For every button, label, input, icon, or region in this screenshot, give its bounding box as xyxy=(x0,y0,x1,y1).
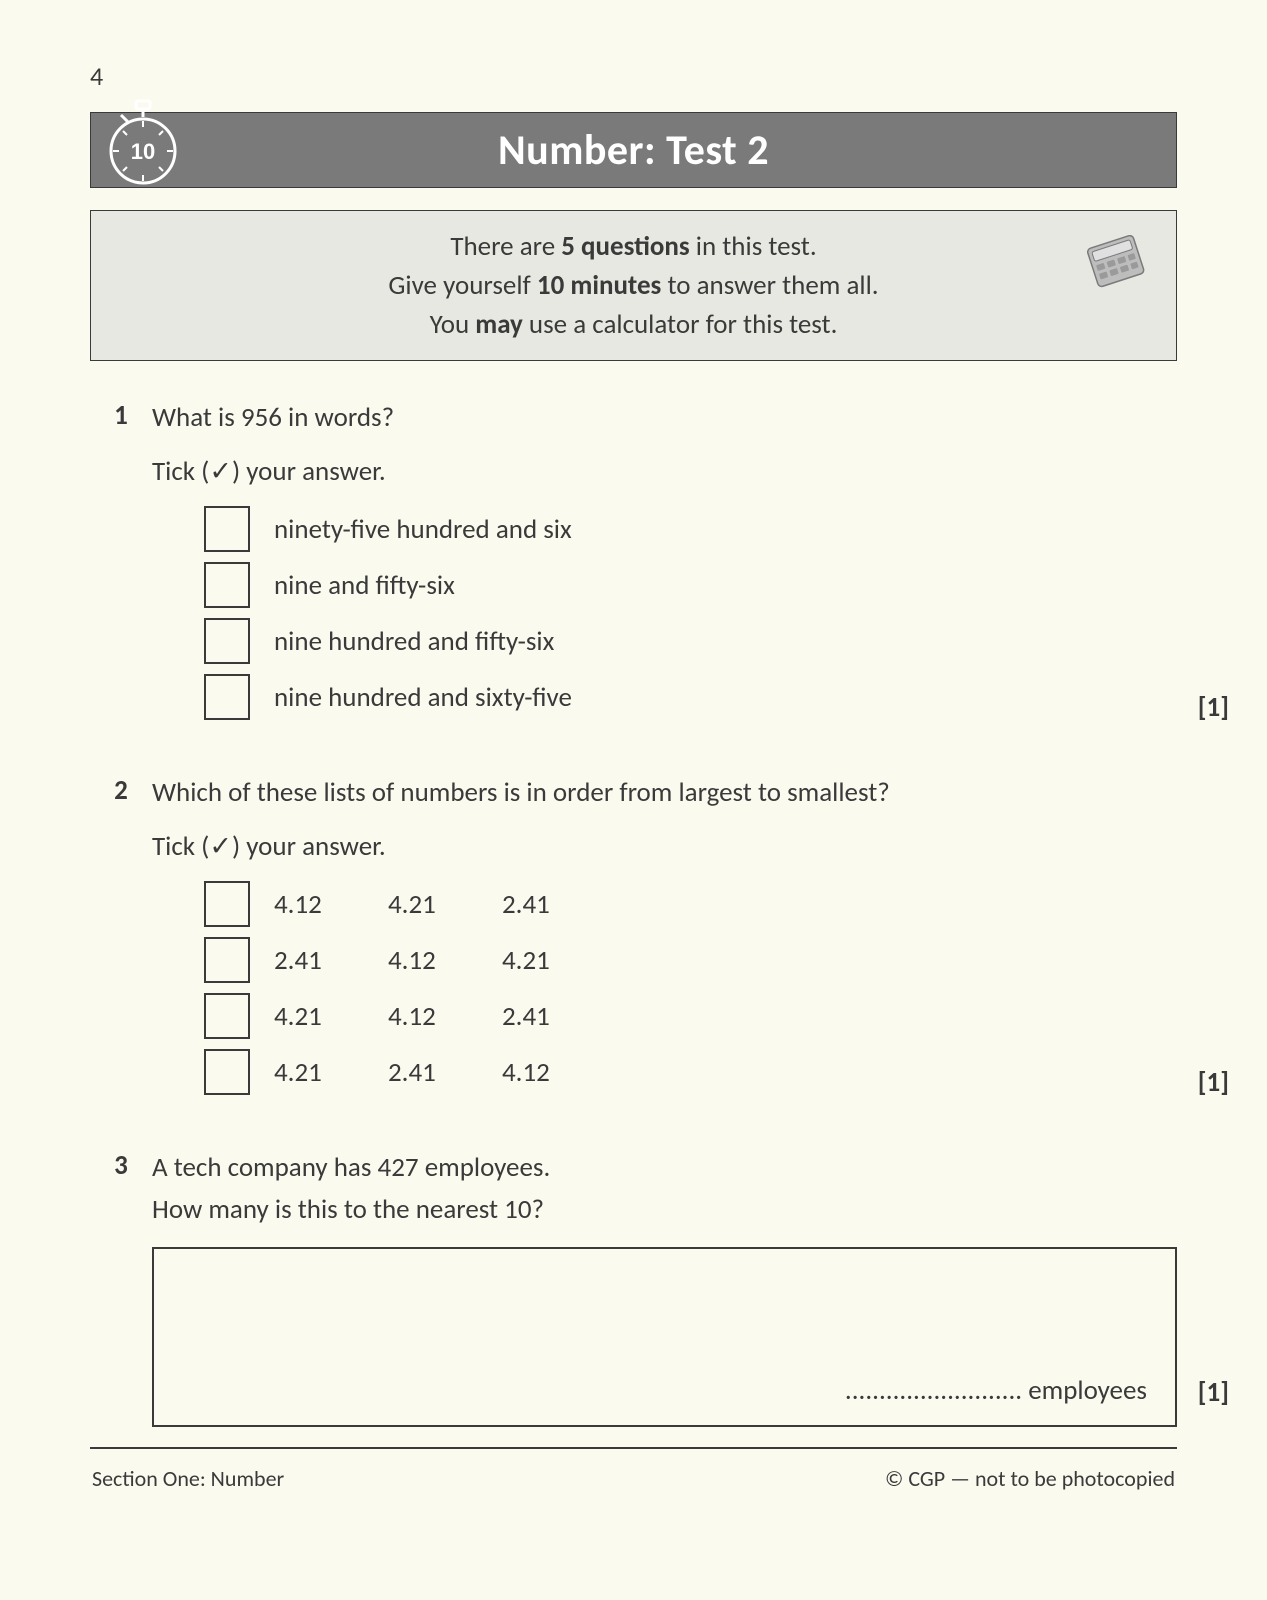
answer-blank: .......................... employees xyxy=(845,1374,1147,1407)
question-text: A tech company has 427 employees. xyxy=(152,1149,1177,1187)
calculator-icon xyxy=(1076,235,1156,290)
question-number: 1 xyxy=(90,399,152,730)
footer: Section One: Number © CGP — not to be ph… xyxy=(90,1465,1177,1492)
checkbox[interactable] xyxy=(204,881,250,927)
question-number: 2 xyxy=(90,774,152,1105)
section-label: Section One: Number xyxy=(92,1465,284,1492)
tick-instruction: Tick (✓) your answer. xyxy=(152,830,1177,863)
option-row: 4.21 4.12 2.41 xyxy=(204,993,1177,1039)
option-label: ninety-five hundred and six xyxy=(274,513,572,546)
option-row: nine hundred and sixty-five xyxy=(204,674,1177,720)
question-1: 1 What is 956 in words? Tick (✓) your an… xyxy=(90,399,1177,730)
answer-box[interactable]: .......................... employees xyxy=(152,1247,1177,1427)
checkbox[interactable] xyxy=(204,1049,250,1095)
checkbox[interactable] xyxy=(204,618,250,664)
checkbox[interactable] xyxy=(204,506,250,552)
option-label: nine hundred and sixty-five xyxy=(274,681,572,714)
option-label: nine hundred and fifty-six xyxy=(274,625,554,658)
question-number: 3 xyxy=(90,1149,152,1427)
intro-line-1: There are 5 questions in this test. xyxy=(111,227,1156,266)
question-text: How many is this to the nearest 10? xyxy=(152,1191,1177,1229)
title-bar: 10 Number: Test 2 xyxy=(90,112,1177,188)
footer-rule xyxy=(90,1447,1177,1449)
stopwatch-minutes: 10 xyxy=(131,139,155,164)
page-number: 4 xyxy=(90,60,1177,92)
option-label: nine and fifty-six xyxy=(274,569,455,602)
checkbox[interactable] xyxy=(204,674,250,720)
question-2: 2 Which of these lists of numbers is in … xyxy=(90,774,1177,1105)
checkbox[interactable] xyxy=(204,937,250,983)
stopwatch-icon: 10 xyxy=(109,99,177,189)
intro-line-3: You may use a calculator for this test. xyxy=(111,305,1156,344)
option-numbers: 4.12 4.21 2.41 xyxy=(274,888,564,921)
intro-box: There are 5 questions in this test. Give… xyxy=(90,210,1177,361)
option-row: ninety-five hundred and six xyxy=(204,506,1177,552)
option-row: nine hundred and fifty-six xyxy=(204,618,1177,664)
option-row: 4.12 4.21 2.41 xyxy=(204,881,1177,927)
option-row: nine and fifty-six xyxy=(204,562,1177,608)
option-numbers: 4.21 2.41 4.12 xyxy=(274,1056,564,1089)
marks-label: [1] xyxy=(1198,1376,1229,1409)
marks-label: [1] xyxy=(1198,691,1229,724)
option-row: 2.41 4.12 4.21 xyxy=(204,937,1177,983)
option-row: 4.21 2.41 4.12 xyxy=(204,1049,1177,1095)
checkbox[interactable] xyxy=(204,993,250,1039)
tick-instruction: Tick (✓) your answer. xyxy=(152,455,1177,488)
option-numbers: 2.41 4.12 4.21 xyxy=(274,944,564,977)
checkbox[interactable] xyxy=(204,562,250,608)
option-numbers: 4.21 4.12 2.41 xyxy=(274,1000,564,1033)
question-3: 3 A tech company has 427 employees. How … xyxy=(90,1149,1177,1427)
intro-line-2: Give yourself 10 minutes to answer them … xyxy=(111,266,1156,305)
marks-label: [1] xyxy=(1198,1066,1229,1099)
question-text: Which of these lists of numbers is in or… xyxy=(152,774,1177,812)
question-text: What is 956 in words? xyxy=(152,399,1177,437)
page-title: Number: Test 2 xyxy=(498,125,769,176)
copyright-label: © CGP — not to be photocopied xyxy=(885,1465,1175,1492)
